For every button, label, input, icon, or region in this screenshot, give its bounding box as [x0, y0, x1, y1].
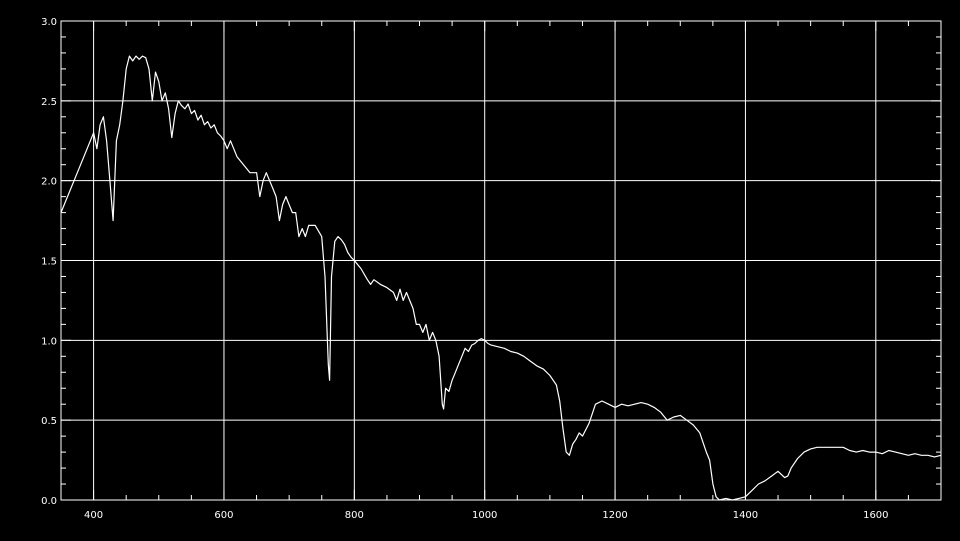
- x-tick-label: 1200: [602, 510, 627, 521]
- y-tick-label: 2.0: [41, 177, 57, 188]
- series-group: [60, 55, 942, 501]
- x-tick-label: 600: [214, 510, 233, 521]
- plot-frame: [60, 20, 942, 501]
- x-tick-label: 400: [84, 510, 103, 521]
- y-tick-label: 1.5: [41, 257, 57, 268]
- y-tick-label: 0.5: [41, 416, 57, 427]
- y-tick-label: 0.0: [41, 496, 57, 507]
- x-tick-label: 1600: [863, 510, 888, 521]
- series-line-0: [60, 55, 942, 501]
- y-tick-label: 3.0: [41, 17, 57, 28]
- x-tick-label: 800: [345, 510, 364, 521]
- x-tick-label: 1000: [472, 510, 497, 521]
- x-tick-label: 1400: [733, 510, 758, 521]
- tick-labels: 400 600 800 1000 1200 1400 1600 0.0 0.5 1.0 1.5 2.0…: [41, 17, 888, 521]
- y-tick-label: 1.0: [41, 336, 57, 347]
- y-tick-label: 2.5: [41, 97, 57, 108]
